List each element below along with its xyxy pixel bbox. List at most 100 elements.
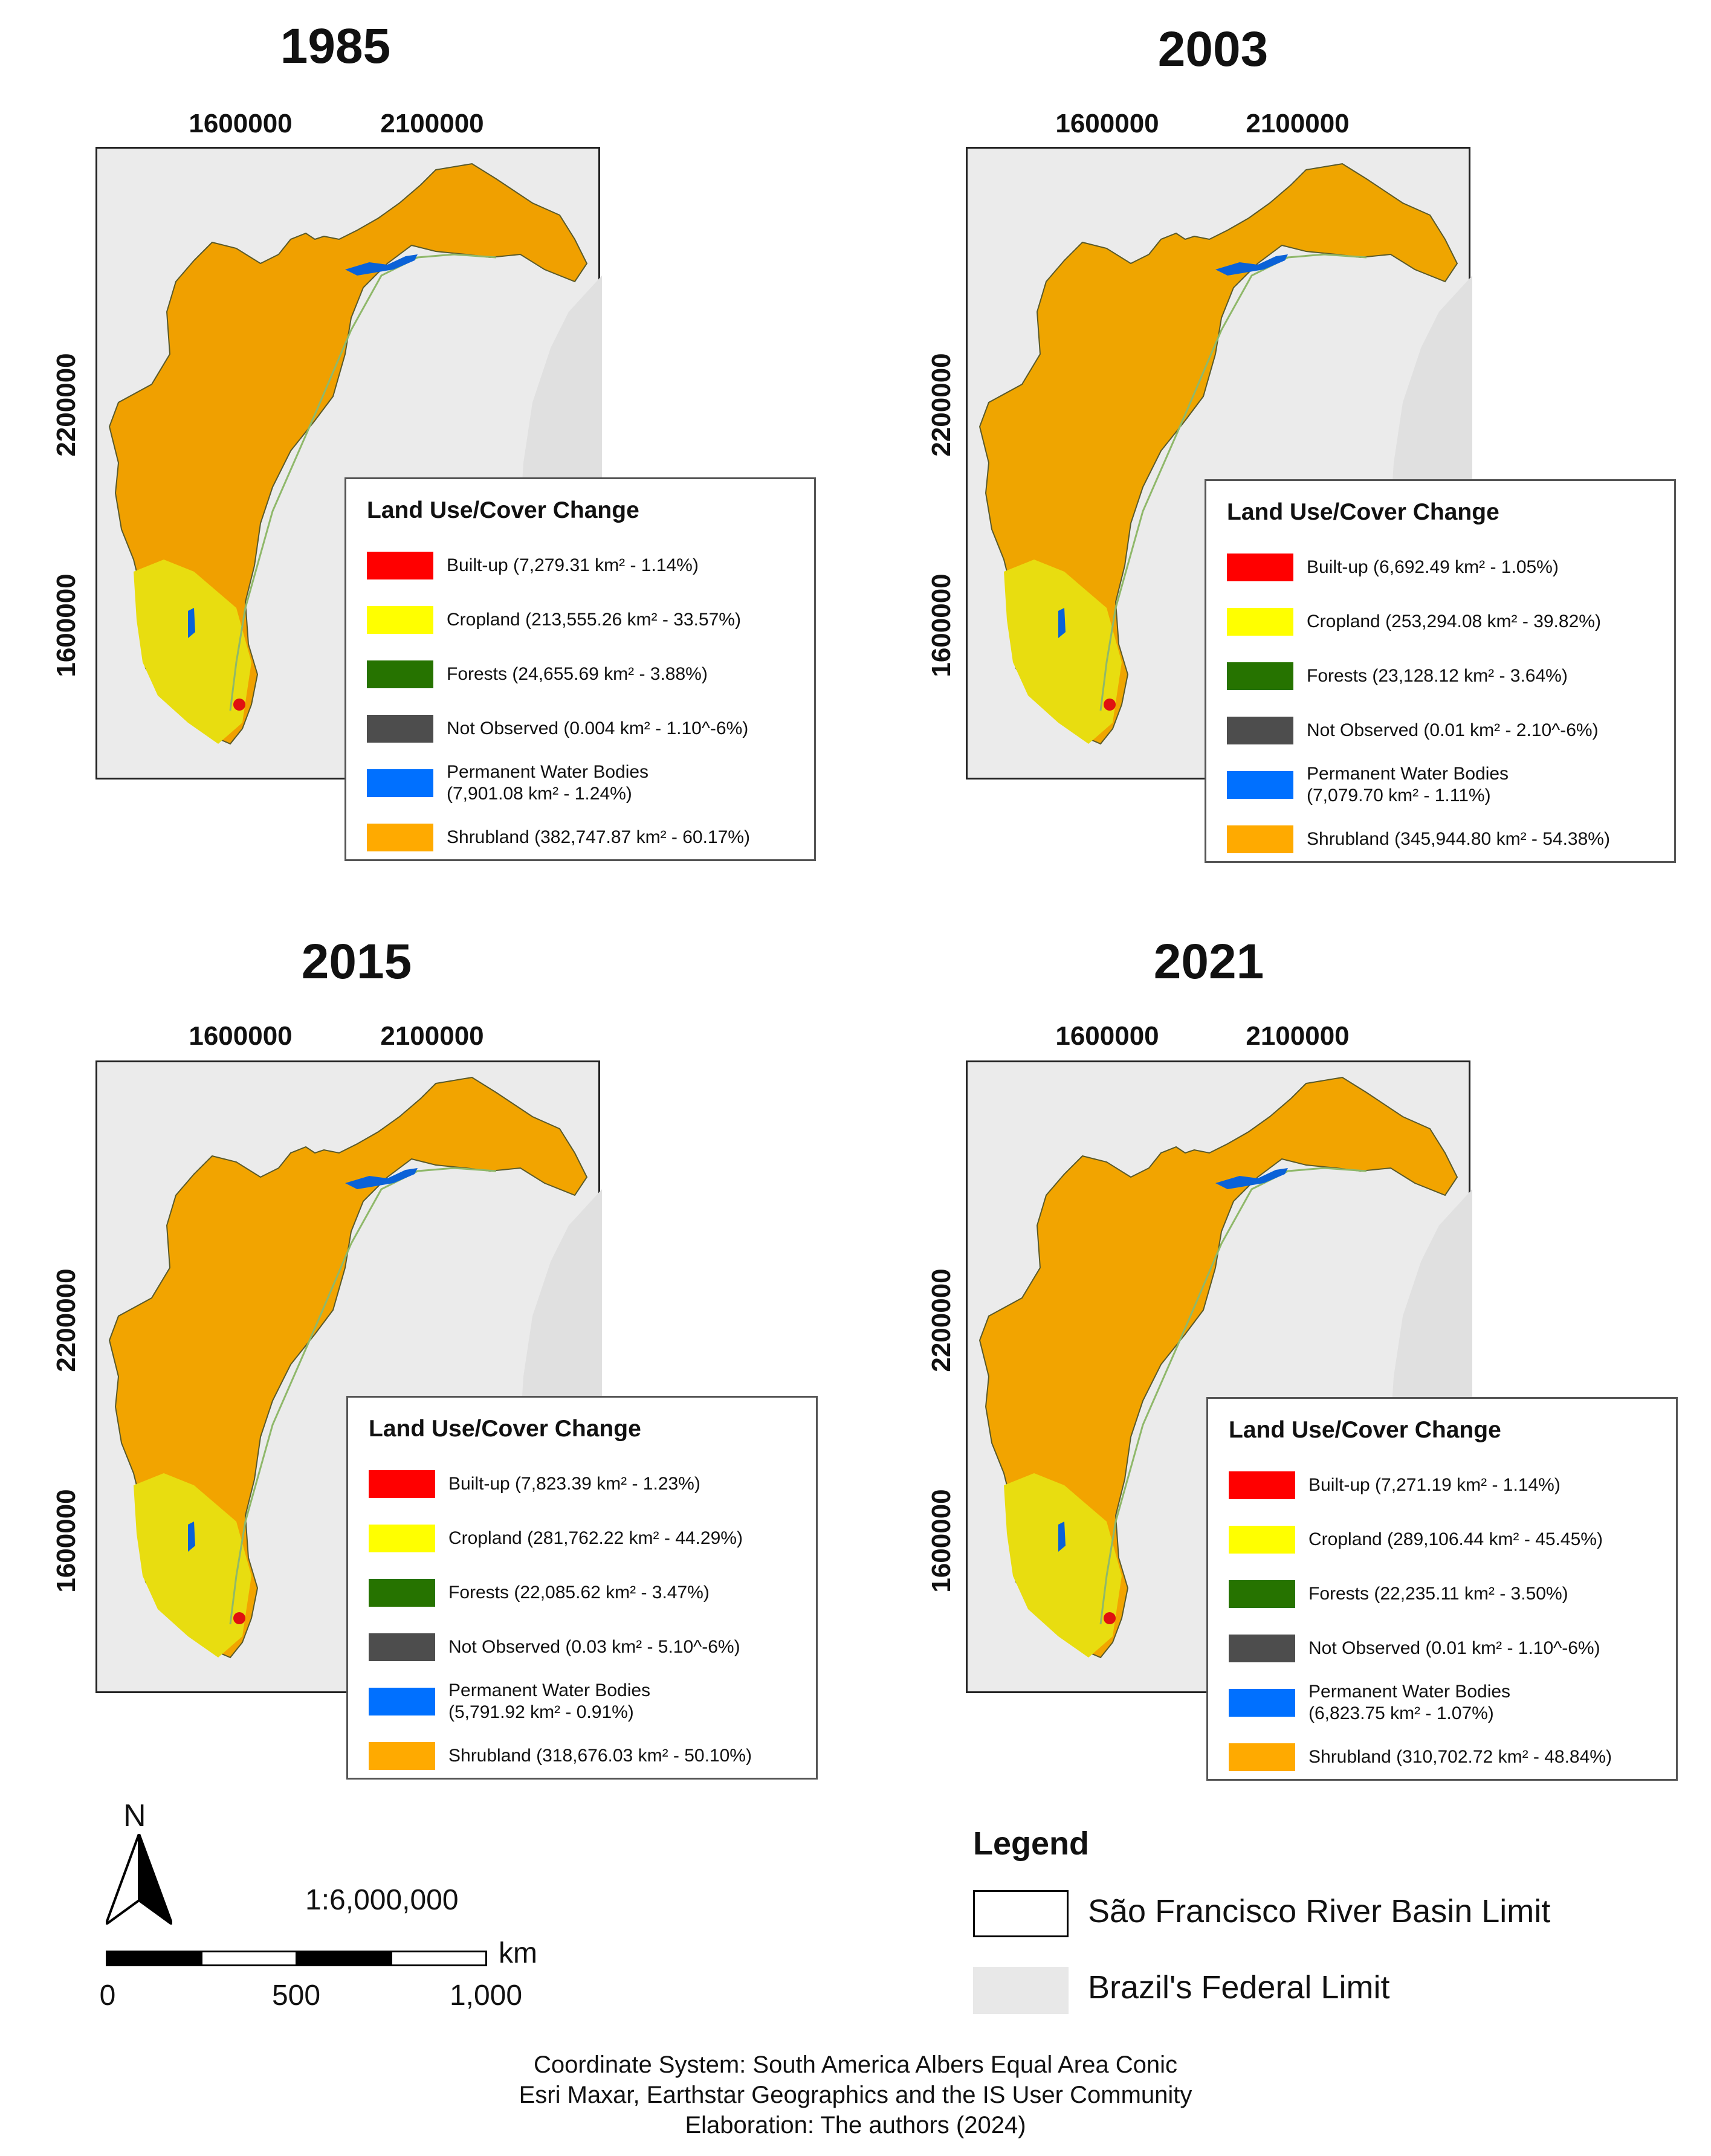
legend-title: Land Use/Cover Change — [1229, 1417, 1501, 1443]
river-line — [1099, 253, 1367, 711]
legend-item: Built-up (7,823.39 km² - 1.23%) — [369, 1457, 798, 1511]
legend-swatch — [1227, 771, 1293, 799]
north-label: N — [123, 1798, 146, 1833]
reservoir-shape — [1215, 1168, 1288, 1189]
legend-swatch — [1229, 1526, 1295, 1554]
built-up-area — [1104, 699, 1116, 711]
scale-segment — [390, 1951, 487, 1966]
x-coordinate-label: 1600000 — [189, 109, 293, 138]
x-coordinate-label: 2100000 — [380, 109, 484, 138]
legend-label: Built-up (7,279.31 km² - 1.14%) — [447, 555, 699, 575]
land-cover-legend: Land Use/Cover Change Built-up (7,823.39 … — [346, 1396, 818, 1780]
cropland-region — [1004, 560, 1122, 744]
legend-label: Built-up (7,823.39 km² - 1.23%) — [448, 1474, 700, 1494]
legend-item: Forests (22,235.11 km² - 3.50%) — [1229, 1567, 1658, 1621]
legend-label: Shrubland (310,702.72 km² - 48.84%) — [1308, 1747, 1612, 1767]
footer-line: Elaboration: The authors (2024) — [685, 2112, 1026, 2138]
legend-label: Built-up (6,692.49 km² - 1.05%) — [1307, 557, 1559, 577]
legend-label: Permanent Water Bodies (7,079.70 km² - 1… — [1307, 764, 1509, 805]
legend-item: Cropland (289,106.44 km² - 45.45%) — [1229, 1512, 1658, 1567]
land-cover-legend: Land Use/Cover Change Built-up (7,271.19 … — [1206, 1397, 1678, 1781]
legend-item: Not Observed (0.01 km² - 1.10^-6%) — [1229, 1621, 1658, 1676]
river-line — [229, 1167, 497, 1625]
legend-item: Shrubland (318,676.03 km² - 50.10%) — [369, 1729, 798, 1783]
legend-item: Built-up (7,279.31 km² - 1.14%) — [367, 538, 796, 593]
legend-swatch — [1227, 717, 1293, 744]
reservoir-shape — [1215, 254, 1288, 276]
y-coordinate-label: 2200000 — [51, 353, 81, 457]
federal-limit-swatch — [973, 1967, 1069, 2014]
legend-label: Shrubland (318,676.03 km² - 50.10%) — [448, 1746, 752, 1766]
x-coordinate-label: 1600000 — [189, 1021, 293, 1051]
legend-item: Built-up (6,692.49 km² - 1.05%) — [1227, 540, 1656, 595]
legend-swatch — [369, 1688, 435, 1715]
legend-label: Forests (23,128.12 km² - 3.64%) — [1307, 666, 1568, 686]
scale-tick-label: 500 — [271, 1980, 321, 2012]
legend-swatch — [1229, 1635, 1295, 1662]
legend-title: Land Use/Cover Change — [369, 1416, 641, 1442]
legend-swatch — [1229, 1580, 1295, 1608]
legend-item: Cropland (213,555.26 km² - 33.57%) — [367, 593, 796, 647]
legend-item: Shrubland (382,747.87 km² - 60.17%) — [367, 810, 796, 865]
cropland-region — [134, 560, 251, 744]
y-coordinate-label: 2200000 — [927, 1268, 956, 1372]
legend-item: Cropland (281,762.22 km² - 44.29%) — [369, 1511, 798, 1566]
panel-year-title: 2003 — [1157, 22, 1269, 77]
y-coordinate-label: 1600000 — [51, 1489, 81, 1593]
reservoir-shape — [345, 1168, 418, 1189]
legend-label: Cropland (253,294.08 km² - 39.82%) — [1307, 612, 1601, 631]
legend-item: Not Observed (0.01 km² - 2.10^-6%) — [1227, 703, 1656, 758]
legend-label: Cropland (281,762.22 km² - 44.29%) — [448, 1528, 743, 1548]
legend-title: Land Use/Cover Change — [367, 497, 639, 523]
legend-item: Not Observed (0.004 km² - 1.10^-6%) — [367, 702, 796, 756]
built-up-area — [1104, 1612, 1116, 1624]
legend-label: Permanent Water Bodies (5,791.92 km² - 0… — [448, 1680, 651, 1722]
reservoir-shape — [1058, 608, 1066, 638]
legend-swatch — [369, 1633, 435, 1661]
scale-ratio: 1:6,000,000 — [305, 1884, 459, 1916]
x-coordinate-label: 2100000 — [380, 1021, 484, 1051]
panel-year-title: 2015 — [301, 934, 412, 989]
scale-segment — [201, 1951, 297, 1966]
x-coordinate-label: 1600000 — [1055, 1021, 1159, 1051]
legend-label: Shrubland (345,944.80 km² - 54.38%) — [1307, 829, 1610, 849]
legend-swatch — [1229, 1743, 1295, 1771]
legend-item: Shrubland (310,702.72 km² - 48.84%) — [1229, 1730, 1658, 1784]
scale-segment — [296, 1951, 392, 1966]
legend-label: Cropland (289,106.44 km² - 45.45%) — [1308, 1529, 1603, 1549]
legend-label: Built-up (7,271.19 km² - 1.14%) — [1308, 1475, 1561, 1495]
reservoir-shape — [345, 254, 418, 276]
legend-label: Cropland (213,555.26 km² - 33.57%) — [447, 610, 741, 630]
x-coordinate-label: 1600000 — [1055, 109, 1159, 138]
legend-swatch — [1227, 554, 1293, 581]
legend-swatch — [1229, 1689, 1295, 1717]
legend-swatch — [367, 769, 433, 797]
y-coordinate-label: 2200000 — [51, 1268, 81, 1372]
legend-item: Permanent Water Bodies (7,079.70 km² - 1… — [1227, 758, 1656, 812]
legend-label: Forests (22,235.11 km² - 3.50%) — [1308, 1584, 1568, 1604]
built-up-area — [233, 699, 245, 711]
basin-limit-label: São Francisco River Basin Limit — [1088, 1893, 1551, 1929]
panel-year-title: 2021 — [1153, 934, 1264, 989]
legend-item: Forests (22,085.62 km² - 3.47%) — [369, 1566, 798, 1620]
y-coordinate-label: 1600000 — [927, 1489, 956, 1593]
legend-swatch — [367, 606, 433, 634]
scale-unit: km — [499, 1937, 537, 1969]
legend-label: Permanent Water Bodies (7,901.08 km² - 1… — [447, 762, 649, 804]
reservoir-shape — [188, 1522, 195, 1552]
legend-swatch — [1229, 1471, 1295, 1499]
legend-swatch — [1227, 608, 1293, 636]
scale-tick-label: 1,000 — [449, 1980, 523, 2012]
legend-item: Cropland (253,294.08 km² - 39.82%) — [1227, 595, 1656, 649]
legend-item: Built-up (7,271.19 km² - 1.14%) — [1229, 1458, 1658, 1512]
legend-swatch — [1227, 825, 1293, 853]
legend-label: Not Observed (0.004 km² - 1.10^-6%) — [447, 718, 749, 738]
river-line — [229, 253, 497, 711]
legend-swatch — [367, 552, 433, 579]
legend-swatch — [369, 1525, 435, 1552]
north-arrow-icon — [106, 1834, 172, 1925]
built-up-area — [233, 1612, 245, 1624]
cropland-region — [1004, 1473, 1122, 1657]
legend-label: Not Observed (0.03 km² - 5.10^-6%) — [448, 1637, 740, 1657]
legend-item: Permanent Water Bodies (7,901.08 km² - 1… — [367, 756, 796, 810]
